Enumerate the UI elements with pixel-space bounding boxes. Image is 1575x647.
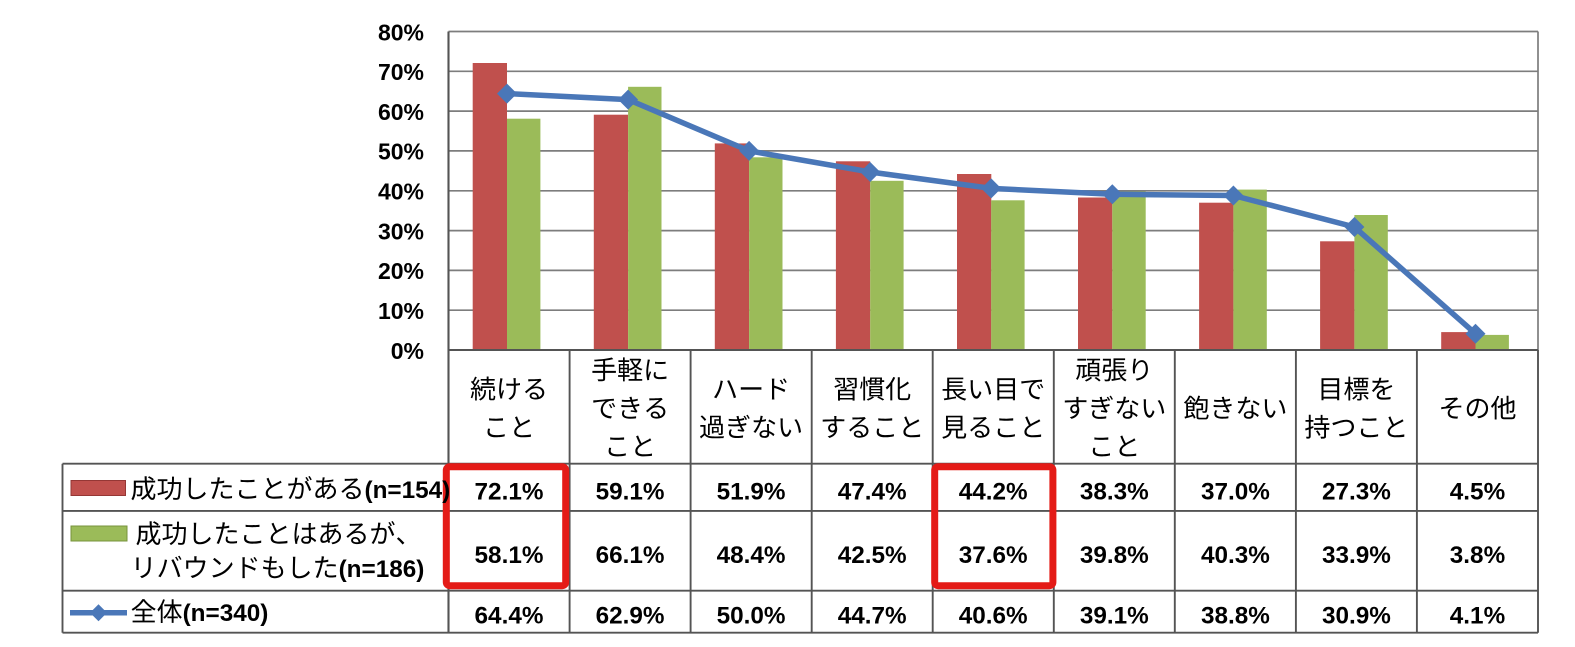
svg-text:51.9%: 51.9% [717, 478, 786, 505]
svg-text:37.0%: 37.0% [1201, 478, 1270, 505]
svg-text:47.4%: 47.4% [838, 478, 907, 505]
svg-text:44.2%: 44.2% [959, 478, 1028, 505]
svg-text:72.1%: 72.1% [475, 478, 544, 505]
svg-text:30.9%: 30.9% [1322, 603, 1391, 630]
svg-text:48.4%: 48.4% [717, 542, 786, 569]
svg-text:64.4%: 64.4% [475, 603, 544, 630]
svg-text:62.9%: 62.9% [596, 603, 665, 630]
svg-text:37.6%: 37.6% [959, 542, 1028, 569]
svg-text:4.5%: 4.5% [1450, 478, 1505, 505]
svg-text:20%: 20% [378, 258, 424, 284]
svg-text:4.1%: 4.1% [1450, 603, 1505, 630]
svg-text:38.8%: 38.8% [1201, 603, 1270, 630]
svg-text:42.5%: 42.5% [838, 542, 907, 569]
svg-text:38.3%: 38.3% [1080, 478, 1149, 505]
svg-text:60%: 60% [378, 99, 424, 125]
svg-text:27.3%: 27.3% [1322, 478, 1391, 505]
svg-text:(n=340): (n=340) [183, 600, 269, 627]
svg-text:50.0%: 50.0% [717, 603, 786, 630]
svg-text:50%: 50% [378, 139, 424, 165]
svg-text:(n=154): (n=154) [365, 477, 451, 504]
svg-text:0%: 0% [391, 338, 424, 364]
svg-text:(n=186): (n=186) [339, 556, 425, 583]
svg-text:70%: 70% [378, 59, 424, 85]
svg-text:44.7%: 44.7% [838, 603, 907, 630]
svg-text:40.3%: 40.3% [1201, 542, 1270, 569]
svg-text:3.8%: 3.8% [1450, 542, 1505, 569]
svg-text:40.6%: 40.6% [959, 603, 1028, 630]
svg-text:66.1%: 66.1% [596, 542, 665, 569]
svg-text:39.1%: 39.1% [1080, 603, 1149, 630]
svg-text:33.9%: 33.9% [1322, 542, 1391, 569]
svg-text:59.1%: 59.1% [596, 478, 665, 505]
svg-text:40%: 40% [378, 179, 424, 205]
svg-text:10%: 10% [378, 298, 424, 324]
svg-text:58.1%: 58.1% [475, 542, 544, 569]
svg-text:39.8%: 39.8% [1080, 542, 1149, 569]
svg-text:80%: 80% [378, 19, 424, 45]
svg-text:30%: 30% [378, 218, 424, 244]
